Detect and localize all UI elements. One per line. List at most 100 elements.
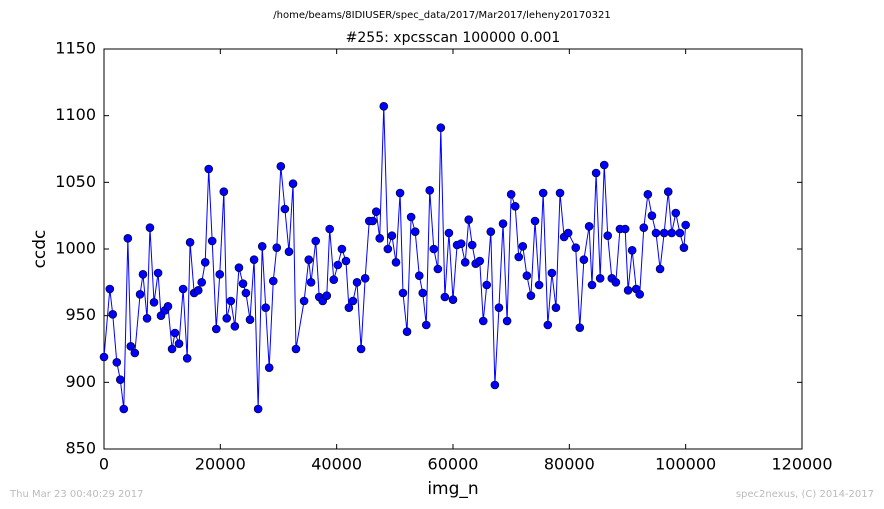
data-point <box>671 208 681 218</box>
data-point <box>108 310 118 319</box>
header: /home/beams/8IDIUSER/spec_data/2017/Mar2… <box>273 10 610 21</box>
y-tick-label: 900 <box>65 372 96 391</box>
data-point <box>395 188 405 198</box>
data-point <box>123 234 133 243</box>
data-point <box>333 260 343 270</box>
data-point <box>167 344 177 354</box>
data-point <box>291 344 301 354</box>
data-point <box>464 215 474 224</box>
data-point <box>264 363 274 372</box>
data-point <box>482 280 492 290</box>
data-point <box>215 270 225 279</box>
data-point <box>112 358 122 367</box>
x-tick-label: 40000 <box>311 455 362 474</box>
x-tick-label: 100000 <box>655 455 716 474</box>
data-point <box>288 179 298 188</box>
data-point <box>571 243 581 252</box>
data-point <box>444 228 454 238</box>
data-point <box>663 187 673 196</box>
data-point <box>268 276 278 286</box>
data-point <box>429 244 439 254</box>
y-tick-label: 1000 <box>55 239 96 258</box>
data-point <box>119 404 129 414</box>
data-point <box>245 315 255 324</box>
data-point <box>241 288 251 298</box>
data-point <box>126 342 136 351</box>
data-point <box>226 296 236 306</box>
data-point <box>433 264 443 274</box>
data-point <box>284 247 294 256</box>
footer-right: spec2nexus, (C) 2014-2017 <box>736 489 874 500</box>
data-point <box>142 314 152 323</box>
y-tick-label: 850 <box>65 439 96 458</box>
data-point <box>460 258 470 267</box>
data-point <box>514 252 524 262</box>
data-point <box>436 123 446 132</box>
data-point <box>99 352 109 362</box>
data-point <box>627 246 637 255</box>
data-point <box>595 274 605 283</box>
data-point <box>498 219 508 228</box>
data-point <box>306 278 316 287</box>
data-point <box>219 187 229 196</box>
data-point <box>667 228 677 238</box>
data-point <box>506 190 516 199</box>
data-point <box>551 303 561 312</box>
data-point <box>639 223 649 232</box>
data-point <box>456 239 466 248</box>
data-point <box>207 236 217 246</box>
data-point <box>675 228 685 238</box>
data-point <box>153 268 163 278</box>
data-point <box>200 258 210 267</box>
data-point <box>414 271 424 280</box>
data-point <box>490 380 500 390</box>
data-point <box>145 223 155 232</box>
data-point <box>681 220 690 230</box>
data-point <box>402 327 412 336</box>
data-point <box>348 296 358 306</box>
data-point <box>344 303 354 312</box>
y-tick-label: 1150 <box>55 39 96 58</box>
data-point <box>276 162 286 171</box>
data-point <box>211 324 221 334</box>
y-tick-label: 1050 <box>55 172 96 191</box>
data-point <box>575 323 585 332</box>
data-point <box>579 255 589 264</box>
x-tick-label: 120000 <box>771 455 832 474</box>
data-point <box>647 211 657 220</box>
data-point <box>387 231 397 240</box>
data-point <box>379 102 389 111</box>
data-point <box>322 291 332 300</box>
data-point <box>475 256 485 266</box>
data-point <box>368 216 378 226</box>
y-tick-label: 1100 <box>55 105 96 124</box>
data-point <box>659 228 669 238</box>
data-point <box>130 348 140 358</box>
data-point <box>547 268 557 278</box>
data-point <box>341 256 351 266</box>
data-point <box>138 270 148 279</box>
data-point <box>502 316 512 326</box>
data-point <box>299 296 309 306</box>
data-point <box>329 275 339 284</box>
data-point <box>197 278 207 287</box>
data-point <box>543 320 553 330</box>
data-point <box>643 190 653 199</box>
data-point <box>518 242 528 251</box>
data-point <box>170 328 180 338</box>
data-point <box>304 255 314 264</box>
data-point <box>249 255 259 264</box>
data-point <box>440 292 450 302</box>
data-point <box>679 243 689 252</box>
data-point <box>603 231 613 240</box>
data-point <box>591 168 601 178</box>
data-point <box>185 238 195 247</box>
data-point <box>234 263 244 272</box>
data-point <box>230 322 240 331</box>
data-point <box>406 212 416 222</box>
data-point <box>105 284 115 294</box>
data-point <box>272 243 282 252</box>
data-point <box>135 290 145 299</box>
data-point <box>651 228 661 238</box>
data-point <box>478 316 488 326</box>
